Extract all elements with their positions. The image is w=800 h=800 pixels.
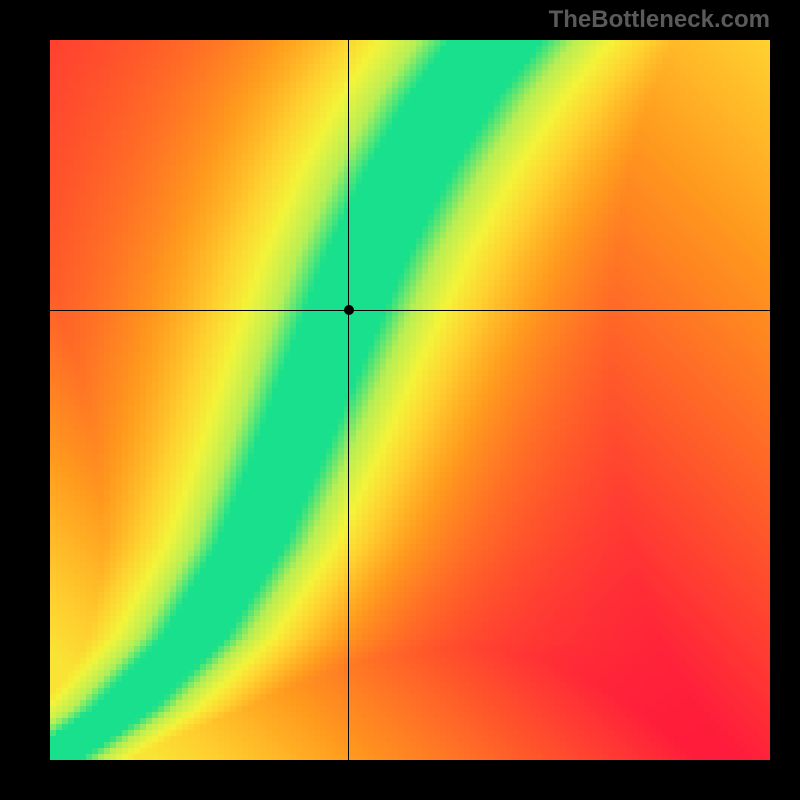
- heatmap-canvas: [50, 40, 770, 760]
- watermark-text: TheBottleneck.com: [549, 6, 770, 34]
- chart-container: TheBottleneck.com: [0, 0, 800, 800]
